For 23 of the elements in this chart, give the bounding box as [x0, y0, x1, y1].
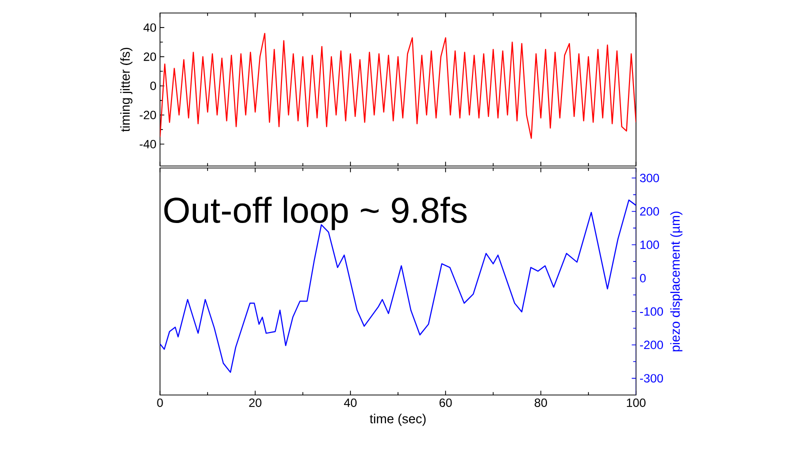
y2-tick-label: 300 [640, 174, 660, 182]
y-tick-label: -20 [140, 110, 156, 120]
y-tick-label: 20 [144, 52, 156, 61]
y-axis-title: timing jitter (fs) [120, 48, 132, 132]
y2-tick-label: -100 [640, 307, 663, 316]
y2-tick-label: 100 [640, 240, 660, 249]
x-tick-label: 0 [157, 398, 163, 407]
annotation: Out-off loop ~ 9.8fs [164, 196, 467, 230]
y2-tick-label: -200 [640, 340, 663, 350]
x-tick-label: 100 [626, 398, 646, 407]
x-tick-label: 60 [440, 398, 452, 407]
y-tick-label: 0 [150, 82, 156, 90]
x-axis-title: time (sec) [370, 414, 426, 426]
x-tick-label: 40 [344, 398, 357, 407]
line-series [160, 32, 636, 139]
y-tick-label: -40 [140, 140, 156, 148]
y2-tick-label: 0 [640, 274, 646, 282]
x-tick-label: 20 [249, 398, 262, 407]
y2-tick-label: -300 [640, 374, 663, 383]
y2-axis-title: piezo displacement (µm) [670, 212, 682, 352]
x-tick-label: 80 [534, 398, 547, 407]
y2-tick-label: 200 [640, 207, 660, 216]
y-tick-label: 40 [143, 23, 156, 32]
